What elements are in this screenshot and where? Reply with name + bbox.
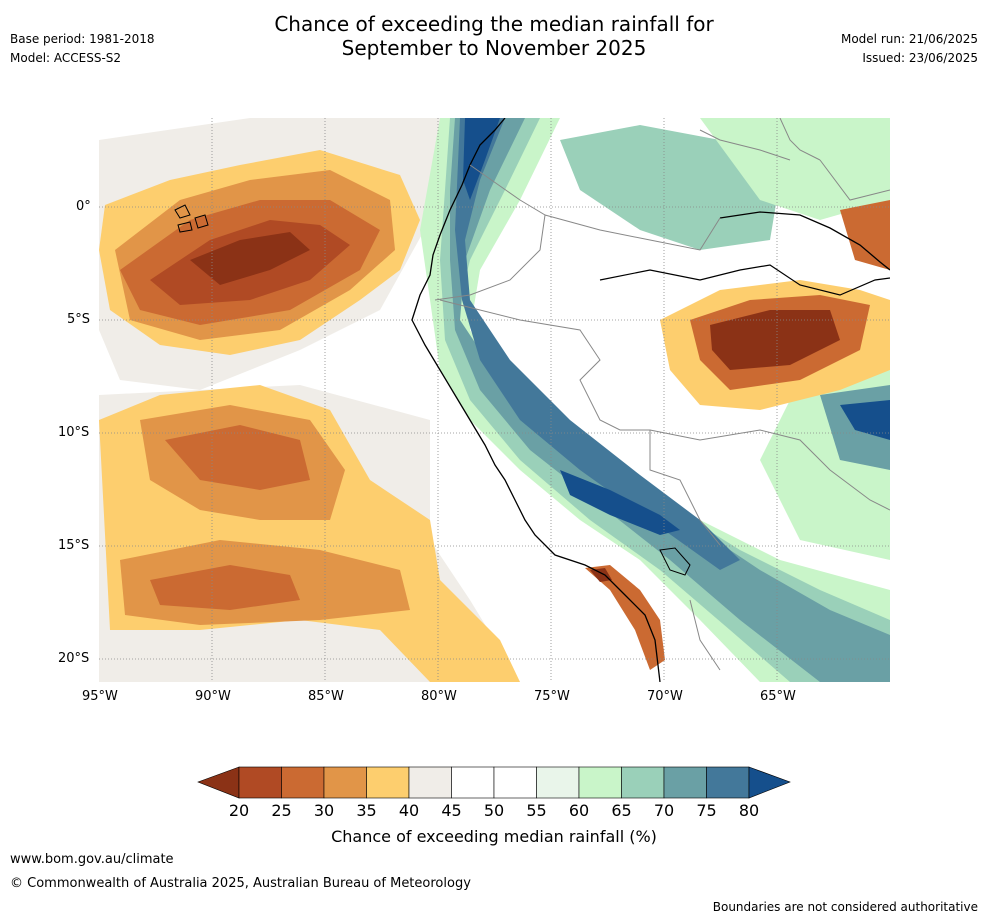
lon-label-80w: 80°W (421, 689, 457, 704)
title-line-1: Chance of exceeding the median rainfall … (274, 12, 714, 36)
colorbar-cell (408, 766, 452, 799)
colorbar-cell (493, 766, 537, 799)
colorbar-cells (238, 766, 750, 799)
wet-region-north (560, 125, 780, 250)
colorbar-cell (451, 766, 495, 799)
title-line-2: September to November 2025 (341, 36, 647, 60)
colorbar-cell (281, 766, 325, 799)
colorbar-tick-label: 40 (398, 801, 420, 820)
map-title: Chance of exceeding the median rainfall … (0, 12, 988, 60)
colorbar-high-extend (748, 766, 791, 799)
colorbar-tick-label: 75 (696, 801, 717, 820)
coastline (411, 118, 661, 682)
dry-region-central-3 (165, 425, 310, 490)
dry-region-west-5 (190, 232, 310, 285)
colorbar-low-extend (197, 766, 240, 799)
lon-label-95w: 95°W (82, 689, 118, 704)
colorbar-tick-label: 25 (271, 801, 292, 820)
wet-band-andes-3 (450, 118, 890, 682)
lat-label-20s: 20°S (58, 651, 90, 666)
colorbar-label: Chance of exceeding median rainfall (%) (331, 827, 657, 846)
colorbar-cell (366, 766, 410, 799)
dry-region-amazon-3 (710, 310, 840, 370)
lon-label-75w: 75°W (534, 689, 570, 704)
galapagos-islands (174, 204, 209, 233)
wet-region-east-core (840, 400, 890, 440)
colorbar-cell (323, 766, 367, 799)
colorbar-cell (621, 766, 665, 799)
lake-titicaca (659, 547, 691, 576)
base-period-text: Base period: 1981-2018 (10, 32, 155, 46)
wet-core-andes (463, 118, 500, 200)
graticule (99, 118, 890, 682)
lat-label-15s: 15°S (58, 538, 90, 553)
lon-label-85w: 85°W (308, 689, 344, 704)
model-text: Model: ACCESS-S2 (10, 51, 122, 65)
lat-label-5s: 5°S (67, 312, 91, 327)
colorbar-tick-label: 80 (738, 801, 760, 820)
dry-region-coast-core (590, 568, 612, 582)
colorbar-tick-label: 45 (441, 801, 462, 820)
footer-copyright: © Commonwealth of Australia 2025, Austra… (10, 876, 471, 891)
lon-label-90w: 90°W (195, 689, 231, 704)
colorbar-cell (536, 766, 580, 799)
country-borders (434, 118, 890, 671)
colorbar-tick-label: 55 (526, 801, 547, 820)
colorbar-tick-label: 35 (356, 801, 377, 820)
dry-region-central-5 (150, 565, 300, 610)
issued-text: Issued: 23/06/2025 (862, 51, 978, 65)
lat-label-10s: 10°S (58, 425, 90, 440)
footer-disclaimer: Boundaries are not considered authoritat… (712, 900, 978, 914)
colorbar-tick-label: 50 (483, 801, 505, 820)
wet-core-andes-south (560, 470, 680, 535)
colorbar-cell (578, 766, 622, 799)
colorbar-tick-label: 60 (568, 801, 590, 820)
colorbar-cell (706, 766, 750, 799)
colorbar-tick-label: 65 (611, 801, 632, 820)
colorbar-tick-label: 30 (313, 801, 335, 820)
model-run-text: Model run: 21/06/2025 (840, 32, 978, 46)
colorbar (197, 766, 791, 799)
colorbar-tick-label: 70 (653, 801, 675, 820)
coastline-amazon-mouth (599, 264, 890, 296)
dry-region-ne (840, 200, 890, 270)
colorbar-tick-label: 20 (228, 801, 250, 820)
footer-url[interactable]: www.bom.gov.au/climate (10, 852, 174, 867)
lat-label-0: 0° (76, 199, 91, 214)
colorbar-cell (238, 766, 282, 799)
wet-region-north-2 (700, 118, 890, 220)
colorbar-cell (663, 766, 707, 799)
coastline-caribbean (719, 211, 890, 271)
lon-label-70w: 70°W (647, 689, 683, 704)
lon-label-65w: 65°W (760, 689, 796, 704)
dry-region-coast (585, 565, 665, 670)
map-field (99, 118, 890, 682)
